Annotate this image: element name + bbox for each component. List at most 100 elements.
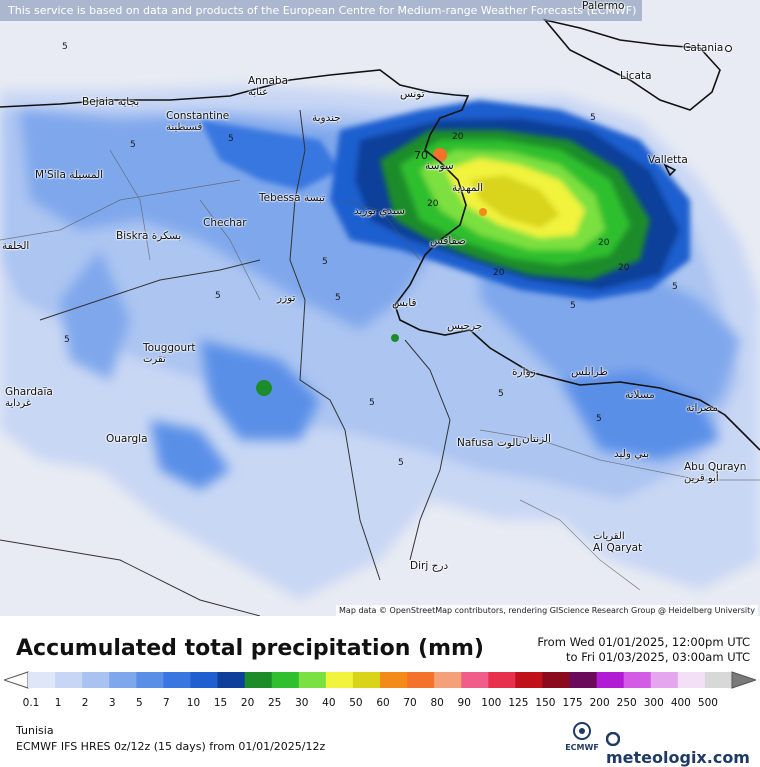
scale-swatch	[298, 672, 327, 688]
scale-swatch	[190, 672, 219, 688]
scale-swatch	[650, 672, 679, 688]
scale-swatch	[28, 672, 56, 688]
place-chechar[interactable]: Chechar	[203, 217, 247, 229]
place-zarzis[interactable]: جرجيس	[447, 320, 483, 332]
scale-tick-label: 150	[535, 697, 556, 709]
place-ouargla[interactable]: Ouargla	[106, 433, 148, 445]
scale-swatch	[515, 672, 543, 688]
scale-swatch	[109, 672, 137, 688]
contour-label: 5	[498, 389, 504, 399]
scale-tick-label: 10	[186, 697, 201, 709]
scale-swatch	[55, 672, 83, 688]
ecmwf-logo-icon	[573, 722, 591, 740]
scale-swatch	[677, 672, 706, 688]
scale-swatch	[704, 672, 733, 688]
period-from: From Wed 01/01/2025, 12:00pm UTC	[537, 635, 750, 649]
contour-label: 5	[398, 458, 404, 468]
place-zintan[interactable]: الزنتان	[522, 433, 551, 445]
scale-tick-label: 25	[268, 697, 282, 709]
place-khalfa[interactable]: الخلفة	[2, 240, 30, 252]
scale-tick-label: 7	[163, 697, 170, 709]
period-to: to Fri 01/03/2025, 03:00am UTC	[566, 650, 750, 664]
scale-tick-label: 175	[562, 697, 583, 709]
scale-tick-label: 70	[403, 697, 417, 709]
place-jendouba[interactable]: جندوبة	[312, 112, 341, 124]
precip-hotspot	[391, 334, 399, 342]
place-tunis[interactable]: تونس	[400, 88, 425, 100]
forecast-period: From Wed 01/01/2025, 12:00pm UTC to Fri …	[537, 635, 750, 665]
place-tozeur[interactable]: توزر	[277, 292, 296, 304]
scale-arrow-left	[4, 671, 29, 689]
place-ghardaia[interactable]: Ghardaïa غرداية	[5, 386, 53, 409]
place-tripoli[interactable]: طرابلس	[571, 366, 608, 378]
scale-tick-label: 300	[643, 697, 664, 709]
scale-swatch	[488, 672, 516, 688]
scale-swatch	[136, 672, 164, 688]
scale-tick-label: 80	[430, 697, 444, 709]
scale-swatch	[434, 672, 462, 688]
contour-label: 20	[427, 199, 439, 209]
province-borders	[0, 149, 760, 591]
ecmwf-logo[interactable]: ECMWF	[562, 721, 602, 752]
scale-tick-label: 125	[508, 697, 529, 709]
place-gabes[interactable]: قابس	[392, 297, 417, 309]
scale-tick-labels: 0.1 1 2 3 5 7 10 15 20 25 30 40 50 60 70 80 90 100 125 150 1…	[0, 697, 760, 713]
meteologix-logo[interactable]: meteologix.com	[605, 729, 760, 767]
city-dot	[725, 44, 733, 52]
place-mahdia[interactable]: المهدية	[452, 182, 484, 194]
scale-swatch	[407, 672, 435, 688]
scale-swatch	[596, 672, 625, 688]
contour-label: 20	[493, 268, 505, 278]
place-msila[interactable]: M'Sila المسيلة	[35, 169, 104, 181]
scale-tick-label: 100	[481, 697, 502, 709]
place-biskra[interactable]: Biskra بسكرة	[116, 230, 182, 242]
place-dirj[interactable]: Dirj درج	[410, 560, 449, 572]
scale-swatch	[217, 672, 246, 688]
scale-swatch	[352, 672, 381, 688]
place-nafusa[interactable]: Nafusa نالوت	[457, 437, 522, 449]
place-valletta[interactable]: Valletta	[648, 154, 688, 166]
place-constantine[interactable]: Constantine قسنطينة	[166, 110, 230, 133]
precipitation-map[interactable]: This service is based on data and produc…	[0, 0, 760, 616]
place-misrata[interactable]: مصراتة	[686, 402, 718, 414]
place-tebessa[interactable]: Tebessa تبسة	[259, 192, 326, 204]
scale-swatch	[325, 672, 354, 688]
scale-tick-label: 1	[54, 697, 62, 709]
contour-label: 5	[322, 257, 328, 267]
scale-tick-label: 400	[670, 697, 691, 709]
scale-arrow-right	[731, 671, 756, 689]
place-bani-walid[interactable]: بني وليد	[614, 448, 650, 460]
scale-tick-label: 60	[376, 697, 390, 709]
scale-tick-label: 5	[135, 697, 143, 709]
region-name: Tunisia	[16, 724, 54, 737]
meteologix-icon	[605, 731, 621, 747]
scale-swatch	[461, 672, 489, 688]
place-msallata[interactable]: مسلاتة	[625, 389, 655, 401]
place-annaba[interactable]: Annaba عنابة	[248, 75, 289, 98]
place-sidi-bouzid[interactable]: سيدي بوزيد	[354, 205, 405, 217]
scale-swatch	[380, 672, 408, 688]
place-palermo[interactable]: Palermo	[582, 0, 625, 12]
map-attribution: Map data © OpenStreetMap contributors, r…	[336, 605, 758, 616]
place-sousse[interactable]: سوسة	[425, 160, 454, 172]
scale-tick-label: 0.1	[22, 697, 40, 709]
scale-tick-label: 250	[616, 697, 637, 709]
place-touggourt[interactable]: Touggourt تقرت	[143, 342, 196, 365]
scale-swatch	[569, 672, 598, 688]
contour-label: 5	[672, 282, 678, 292]
place-catania[interactable]: Catania	[683, 42, 733, 54]
contour-label: 5	[130, 140, 136, 150]
contour-label: 20	[598, 238, 610, 248]
contour-label: 5	[590, 113, 596, 123]
scale-swatch	[623, 672, 652, 688]
scale-tick-label: 200	[589, 697, 610, 709]
place-zuwara[interactable]: زوارة	[512, 366, 536, 378]
scale-tick-label: 50	[349, 697, 363, 709]
scale-tick-label: 15	[213, 697, 228, 709]
contour-label: 5	[335, 293, 341, 303]
place-bejaia[interactable]: Bejaia بجاية	[82, 96, 140, 108]
place-abu-qurayn[interactable]: Abu Qurayn أبو قرين	[684, 461, 747, 484]
place-al-qaryat[interactable]: القريات Al Qaryat	[593, 531, 643, 554]
place-sfax[interactable]: صفاقس	[430, 235, 466, 247]
place-licata[interactable]: Licata	[620, 70, 652, 82]
